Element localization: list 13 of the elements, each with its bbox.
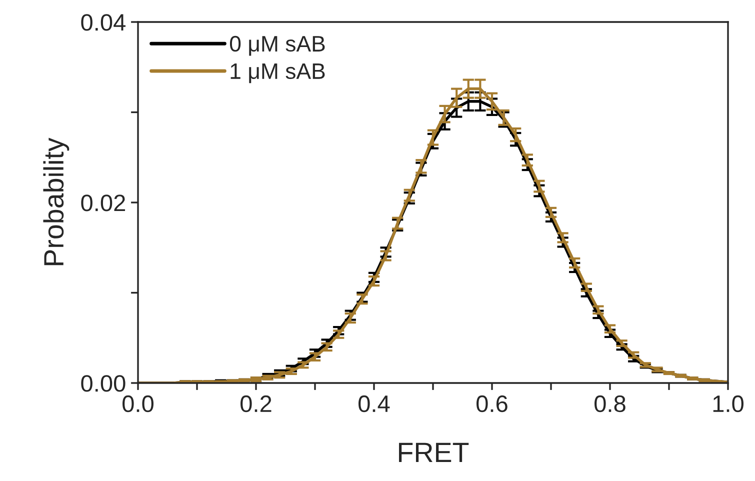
- x-tick-label: 0.2: [240, 395, 272, 412]
- legend-label: 0 μM sAB: [230, 36, 325, 56]
- legend-label: 1 μM sAB: [230, 64, 325, 84]
- y-axis-title: Probability: [43, 138, 70, 266]
- x-axis-title: FRET: [399, 442, 469, 462]
- x-tick-label: 0.4: [358, 395, 390, 412]
- y-tick-label: 0.04: [81, 14, 126, 31]
- y-tick-label: 0.00: [81, 375, 126, 392]
- x-tick-label: 0.6: [476, 395, 508, 412]
- x-tick-label: 0.8: [594, 395, 626, 412]
- y-tick-label: 0.02: [81, 194, 126, 212]
- x-tick-label: 1.0: [713, 395, 744, 412]
- x-tick-label: 0.0: [122, 395, 154, 412]
